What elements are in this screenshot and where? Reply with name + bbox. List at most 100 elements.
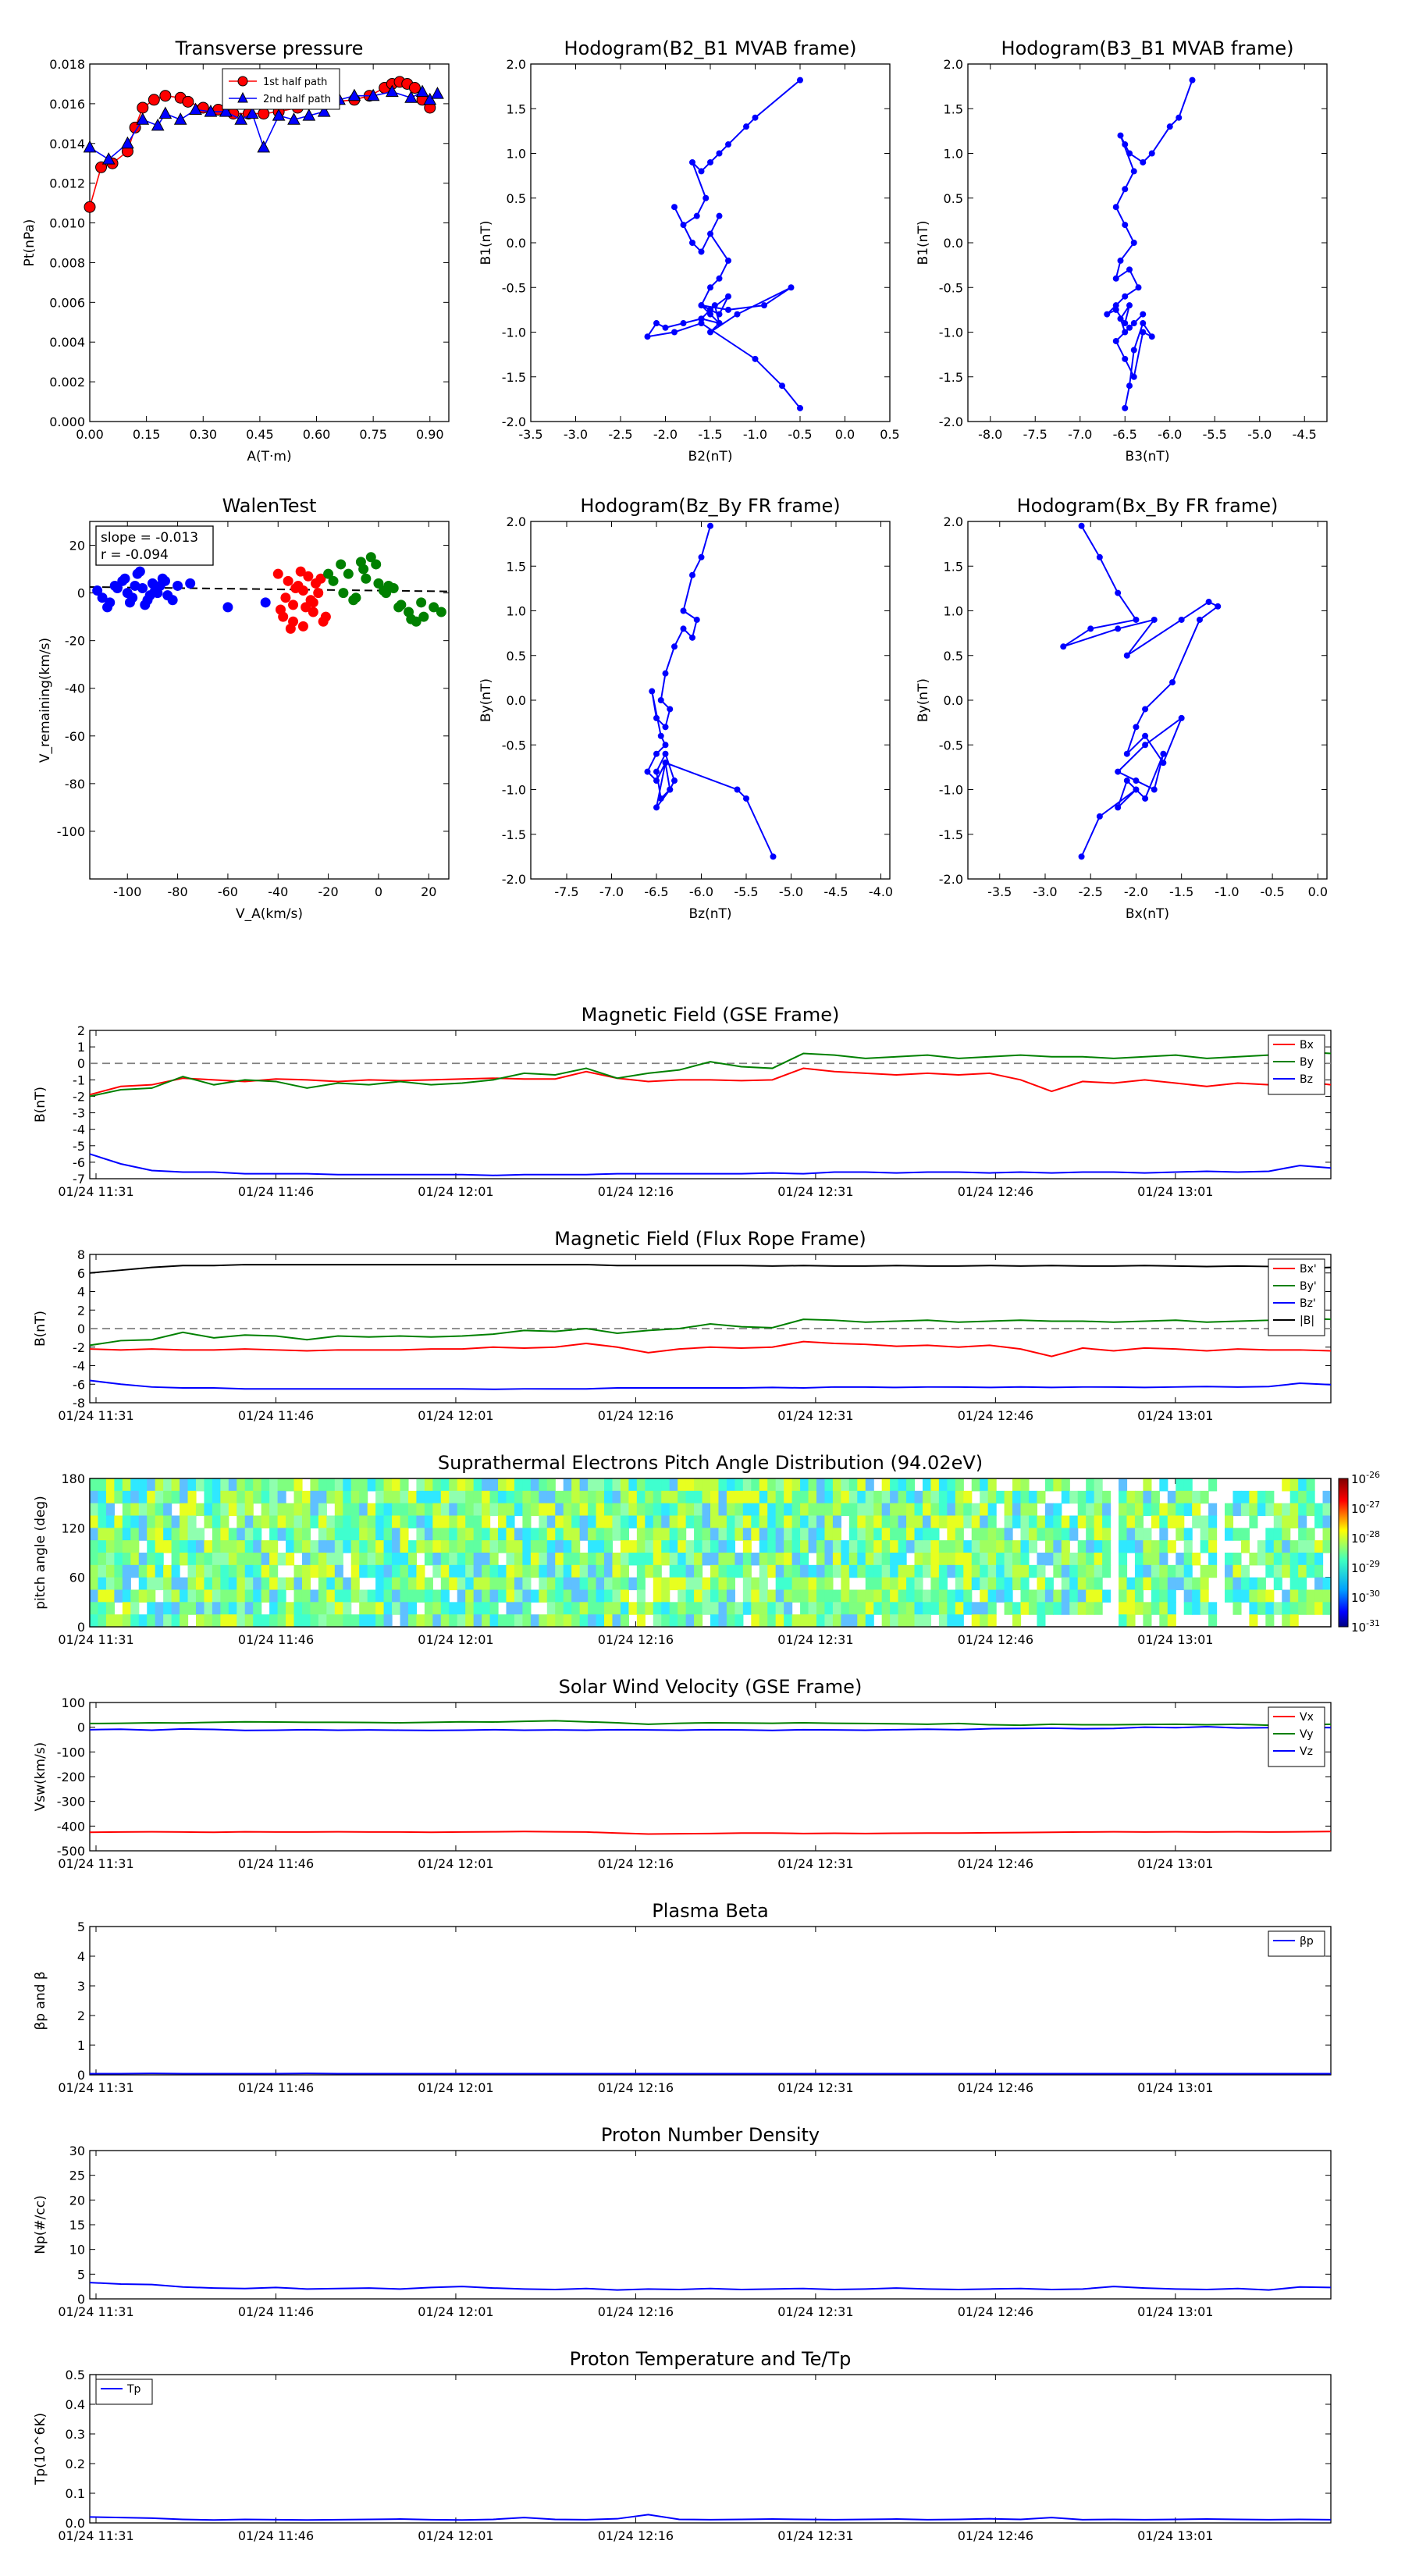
heatmap-cell [588, 1503, 597, 1517]
heatmap-cell [1053, 1540, 1062, 1553]
heatmap-cell [604, 1503, 614, 1517]
hodogram-point [1133, 777, 1140, 785]
heatmap-cell [457, 1577, 466, 1591]
legend-label: Bz' [1300, 1297, 1316, 1310]
heatmap-cell [588, 1553, 597, 1566]
heatmap-cell [963, 1553, 973, 1566]
heatmap-cell [1322, 1515, 1332, 1528]
y-tick-label: 0.012 [49, 176, 85, 191]
heatmap-cell [702, 1540, 711, 1553]
heatmap-cell [1086, 1503, 1095, 1517]
data-point [137, 101, 149, 114]
heatmap-cell [1249, 1589, 1258, 1603]
hodogram-point [725, 293, 731, 300]
heatmap-cell [1167, 1490, 1176, 1504]
heatmap-cell [1273, 1503, 1282, 1517]
heatmap-cell [228, 1503, 237, 1517]
heatmap-cell [906, 1589, 916, 1603]
heatmap-cell [914, 1503, 923, 1517]
hodogram-point [779, 382, 785, 390]
y-tick-label: 1.5 [507, 101, 526, 116]
heatmap-cell [416, 1478, 425, 1492]
heatmap-cell [514, 1564, 524, 1578]
heatmap-cell [645, 1528, 654, 1541]
heatmap-cell [90, 1503, 99, 1517]
heatmap-cell [661, 1528, 670, 1541]
heatmap-cell [1306, 1503, 1315, 1517]
heatmap-cell [832, 1602, 841, 1615]
series-line [89, 1317, 1332, 1347]
data-point [119, 573, 130, 584]
heatmap-cell [661, 1589, 670, 1603]
heatmap-cell [1265, 1503, 1275, 1517]
heatmap-cell [449, 1602, 458, 1615]
hodogram-point [1122, 141, 1129, 148]
heatmap-cell [375, 1503, 385, 1517]
heatmap-cell [350, 1503, 360, 1517]
heatmap-cell [416, 1540, 425, 1553]
heatmap-cell [881, 1553, 891, 1566]
heatmap-cell [873, 1553, 883, 1566]
heatmap-cell [620, 1577, 629, 1591]
heatmap-cell [432, 1564, 442, 1578]
heatmap-cell [383, 1528, 393, 1541]
heatmap-cell [1020, 1553, 1030, 1566]
hodogram-point [1126, 302, 1133, 309]
plot-frame [89, 1926, 1332, 2076]
heatmap-cell [530, 1564, 539, 1578]
data-point [386, 84, 399, 98]
heatmap-cell [816, 1577, 826, 1591]
heatmap-cell [147, 1478, 156, 1492]
data-point [105, 597, 116, 608]
heatmap-cell [407, 1602, 418, 1615]
heatmap-cell [514, 1553, 524, 1566]
data-point [348, 595, 359, 606]
heatmap-cell [1094, 1553, 1103, 1566]
data-point [338, 588, 349, 599]
y-tick-label: 0.014 [49, 137, 85, 151]
heatmap-cell [261, 1589, 270, 1603]
heatmap-cell [90, 1490, 99, 1504]
heatmap-cell [735, 1564, 744, 1578]
heatmap-cell [473, 1503, 482, 1517]
heatmap-cell [489, 1589, 499, 1603]
heatmap-cell [383, 1602, 393, 1615]
y-tick-label: 2 [77, 2008, 85, 2023]
heatmap-cell [1289, 1515, 1299, 1528]
hodogram-point [1078, 853, 1085, 860]
heatmap-cell [1265, 1490, 1275, 1504]
heatmap-cell [767, 1478, 777, 1492]
heatmap-cell [449, 1564, 458, 1578]
heatmap-cell [1322, 1589, 1332, 1603]
series-line [89, 1720, 1332, 1727]
heatmap-cell [400, 1553, 409, 1566]
hodogram-point [702, 194, 710, 201]
heatmap-cell [1119, 1478, 1128, 1492]
panel-h4: Hodogram(Bx_By FR frame)-2.0-1.5-1.0-0.5… [916, 495, 1328, 922]
heatmap-cell [1232, 1602, 1242, 1615]
heatmap-cell [1044, 1515, 1054, 1528]
heatmap-cell [1322, 1490, 1332, 1504]
heatmap-cell [138, 1614, 148, 1628]
heatmap-cell [767, 1553, 777, 1566]
heatmap-cell [539, 1577, 548, 1591]
data-point [288, 600, 299, 610]
heatmap-cell [1159, 1515, 1168, 1528]
legend-box [1268, 1930, 1325, 1957]
heatmap-cell [440, 1553, 450, 1566]
heatmap-cell [555, 1490, 564, 1504]
heatmap-cell [539, 1478, 548, 1492]
heatmap-cell [253, 1528, 262, 1541]
heatmap-cell [424, 1515, 433, 1528]
heatmap-cell [742, 1602, 752, 1615]
heatmap-cell [930, 1602, 940, 1615]
hodogram-point [698, 248, 705, 255]
heatmap-cell [457, 1490, 466, 1504]
heatmap-cell [881, 1577, 891, 1591]
heatmap-cell [1126, 1528, 1136, 1541]
heatmap-cell [155, 1540, 164, 1553]
colorbar-label: 10-28 [1351, 1529, 1380, 1546]
heatmap-cell [400, 1602, 409, 1615]
series-line [89, 1831, 1332, 1835]
